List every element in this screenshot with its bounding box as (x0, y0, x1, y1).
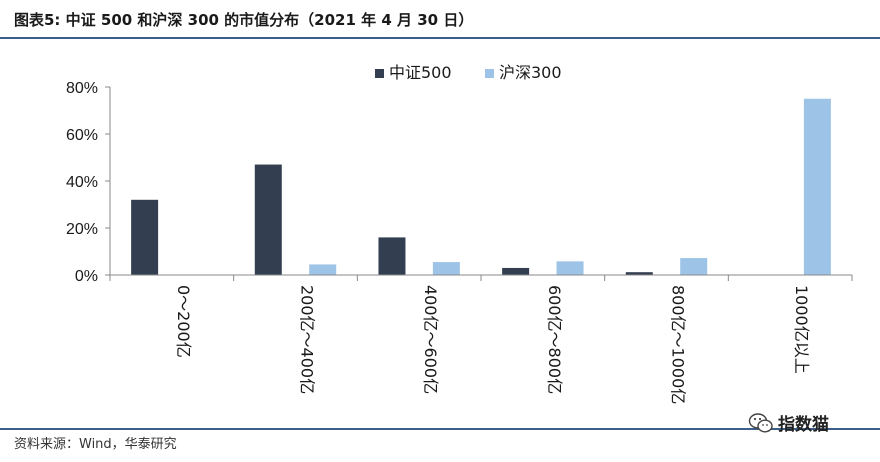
y-tick-label: 20% (66, 221, 98, 238)
bar-csi300 (432, 262, 460, 275)
legend-swatch (485, 69, 494, 78)
legend-swatch (375, 69, 384, 78)
bar-csi500 (502, 267, 530, 275)
bottom-rule (0, 428, 880, 430)
legend-label: 中证500 (389, 63, 452, 82)
bar-csi300 (309, 264, 337, 275)
y-tick-label: 0% (75, 268, 98, 285)
bar-chart: 中证500 沪深300 0% 20% 40% 60% 80% 0～200亿 200亿～400亿… (66, 63, 853, 404)
bars (131, 98, 831, 275)
watermark: 指数猫 (748, 410, 829, 435)
y-tick-label: 40% (66, 174, 98, 191)
legend-label: 沪深300 (499, 63, 562, 82)
y-tick-label: 80% (66, 80, 98, 97)
bar-csi500 (378, 237, 406, 275)
legend: 中证500 沪深300 (375, 63, 562, 82)
bar-csi300 (556, 261, 584, 275)
source-note: 资料来源：Wind，华泰研究 (14, 437, 177, 452)
bar-csi500 (625, 272, 653, 275)
bar-csi500 (131, 199, 159, 275)
x-tick-label: 600亿～800亿 (545, 285, 564, 394)
chart-title: 图表5: 中证 500 和沪深 300 的市值分布（2021 年 4 月 30 … (14, 11, 474, 29)
x-tick-label: 200亿～400亿 (298, 285, 317, 394)
watermark-text: 指数猫 (778, 415, 829, 435)
bar-csi300 (803, 98, 831, 275)
x-tick-label: 800亿～1000亿 (669, 285, 688, 404)
x-tick-label: 0～200亿 (174, 285, 193, 358)
axes: 0% 20% 40% 60% 80% 0～200亿 200亿～400亿 400亿～600亿 60… (66, 80, 853, 404)
bar-csi300 (680, 258, 708, 275)
wechat-icon (748, 412, 773, 433)
top-rule (0, 37, 880, 39)
bar-csi500 (254, 164, 282, 275)
x-tick-label: 400亿～600亿 (421, 285, 440, 394)
y-tick-label: 60% (66, 127, 98, 144)
x-tick-label: 1000亿以上 (792, 285, 811, 374)
